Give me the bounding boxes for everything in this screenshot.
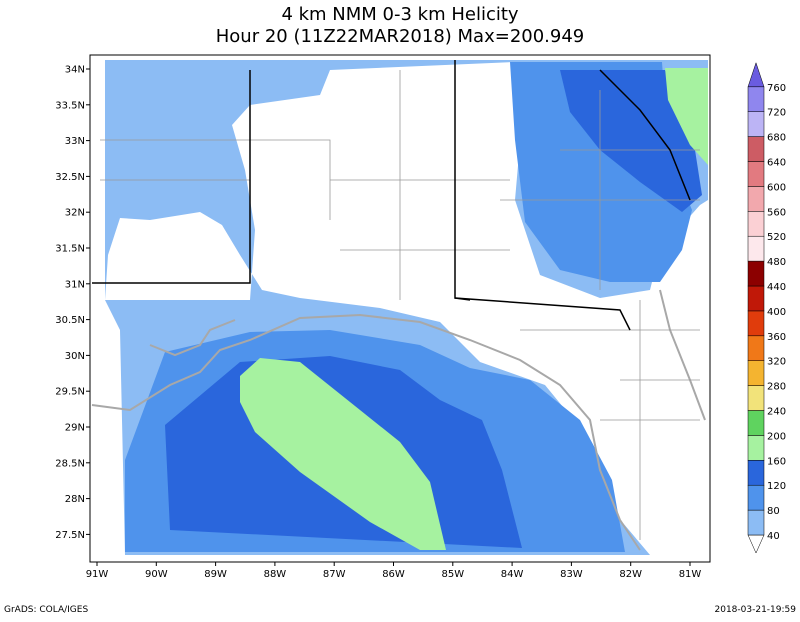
- shade-160-ne: [665, 68, 708, 165]
- lake-outline: [149, 319, 236, 357]
- footer-right: 2018-03-21-19:59: [715, 605, 797, 615]
- colorbar-end: [747, 534, 765, 554]
- lon-label: 82W: [619, 569, 642, 580]
- colorbar-label: 560: [767, 207, 786, 218]
- shade-120-ne: [560, 70, 702, 212]
- colorbar-label: 400: [767, 307, 786, 318]
- lat-label: 32N: [65, 208, 85, 219]
- colorbar-label: 360: [767, 332, 786, 343]
- lon-label: 90W: [145, 569, 168, 580]
- colorbar-segment: [747, 260, 765, 287]
- lon-label: 91W: [86, 569, 109, 580]
- colorbar-segment: [747, 335, 765, 361]
- colorbar-label: 680: [767, 133, 786, 144]
- colorbar-end: [747, 62, 765, 88]
- colorbar: 40 80 120 160 200 240 280 320 360 400 440 480 520 560…: [747, 62, 786, 554]
- colorbar-segment: [747, 211, 765, 237]
- colorbar-label: 720: [767, 108, 786, 119]
- colorbar-label: 160: [767, 456, 786, 467]
- colorbar-label: 440: [767, 282, 786, 293]
- colorbar-segment: [747, 136, 765, 162]
- lat-label: 32.5N: [55, 172, 85, 183]
- lat-label: 29N: [65, 423, 85, 434]
- colorbar-label: 280: [767, 382, 786, 393]
- state-lines: [92, 60, 691, 331]
- lat-label: 29.5N: [55, 387, 85, 398]
- lat-label: 30N: [65, 351, 85, 362]
- lon-label: 85W: [441, 569, 464, 580]
- colorbar-label: 480: [767, 257, 786, 268]
- title-line2: Hour 20 (11Z22MAR2018) Max=200.949: [216, 26, 585, 47]
- title-line1: 4 km NMM 0-3 km Helicity: [281, 4, 518, 25]
- axes: 34N 33.5N 33N 32.5N 32N 31.5N 31N 30.5N 30N 29.5N…: [55, 65, 701, 581]
- colorbar-label: 80: [767, 506, 780, 517]
- footer-left: GrADS: COLA/IGES: [4, 605, 88, 615]
- lon-label: 81W: [679, 569, 702, 580]
- lat-label: 31.5N: [55, 244, 85, 255]
- lon-label: 87W: [323, 569, 346, 580]
- colorbar-segment: [747, 385, 765, 411]
- map-frame: [89, 54, 711, 563]
- colorbar-segment: [747, 235, 765, 262]
- land: [105, 62, 708, 555]
- colorbar-segment: [747, 484, 765, 511]
- colorbar-label: 520: [767, 232, 786, 243]
- colorbar-segment: [747, 410, 765, 436]
- colorbar-label: 320: [767, 357, 786, 368]
- colorbar-segment: [747, 285, 765, 312]
- county-lines: [100, 70, 700, 540]
- lat-label: 34N: [65, 65, 85, 76]
- colorbar-segment: [747, 186, 765, 212]
- colorbar-segment: [747, 310, 765, 337]
- colorbar-segment: [747, 161, 765, 187]
- lat-label: 33.5N: [55, 100, 85, 111]
- lat-label: 33N: [65, 136, 85, 147]
- colorbar-segment: [747, 435, 765, 461]
- colorbar-label: 640: [767, 158, 786, 169]
- lat-label: 27.5N: [55, 530, 85, 541]
- lon-label: 88W: [264, 569, 287, 580]
- colorbar-segment: [747, 111, 765, 137]
- lon-label: 84W: [501, 569, 524, 580]
- lat-label: 31N: [65, 279, 85, 290]
- east-coast: [659, 289, 706, 421]
- colorbar-segment: [747, 86, 765, 112]
- colorbar-segment: [747, 360, 765, 386]
- lon-label: 83W: [560, 569, 583, 580]
- lat-label: 28N: [65, 494, 85, 505]
- colorbar-label: 120: [767, 481, 786, 492]
- colorbar-label: 600: [767, 182, 786, 193]
- lon-label: 86W: [382, 569, 405, 580]
- lat-label: 30.5N: [55, 315, 85, 326]
- colorbar-label: 760: [767, 83, 786, 94]
- colorbar-segment: [747, 460, 765, 486]
- lat-label: 28.5N: [55, 458, 85, 469]
- coast-line: [91, 313, 641, 551]
- colorbar-label: 240: [767, 407, 786, 418]
- lon-label: 89W: [204, 569, 227, 580]
- shade-160-gulf: [240, 358, 446, 550]
- colorbar-segment: [747, 509, 765, 536]
- colorbar-label: 200: [767, 431, 786, 442]
- colorbar-label: 40: [767, 531, 780, 542]
- coastline: [91, 289, 706, 551]
- map: [89, 54, 711, 563]
